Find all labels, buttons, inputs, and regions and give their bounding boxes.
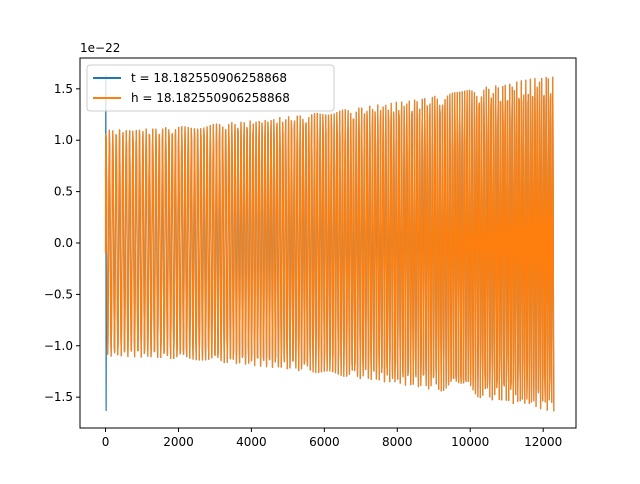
y-tick-label: 0.0 [54, 236, 73, 250]
x-tick-label: 10000 [451, 435, 489, 449]
legend-label-h: h = 18.182550906258868 [131, 91, 290, 105]
x-tick-label: 0 [102, 435, 110, 449]
x-tick-label: 12000 [524, 435, 562, 449]
x-tick-label: 8000 [382, 435, 413, 449]
x-tick-label: 4000 [236, 435, 267, 449]
y-tick-label: −1.5 [44, 390, 73, 404]
y-offset-label: 1e−22 [80, 41, 120, 55]
x-axis: 0 2000 4000 6000 8000 10000 12000 [102, 428, 562, 449]
y-tick-label: 1.5 [54, 82, 73, 96]
series-layer [104, 74, 555, 412]
y-tick-label: −0.5 [44, 287, 73, 301]
y-tick-label: 1.0 [54, 133, 73, 147]
legend: t = 18.182550906258868 h = 18.1825509062… [86, 64, 335, 112]
y-tick-label: −1.0 [44, 339, 73, 353]
legend-box [86, 64, 335, 112]
x-tick-label: 2000 [163, 435, 194, 449]
y-tick-label: 0.5 [54, 185, 73, 199]
x-tick-label: 6000 [309, 435, 340, 449]
y-axis: −1.5 −1.0 −0.5 0.0 0.5 1.0 1.5 [44, 82, 80, 404]
series-line-h [104, 76, 555, 412]
legend-label-t: t = 18.182550906258868 [131, 71, 287, 85]
